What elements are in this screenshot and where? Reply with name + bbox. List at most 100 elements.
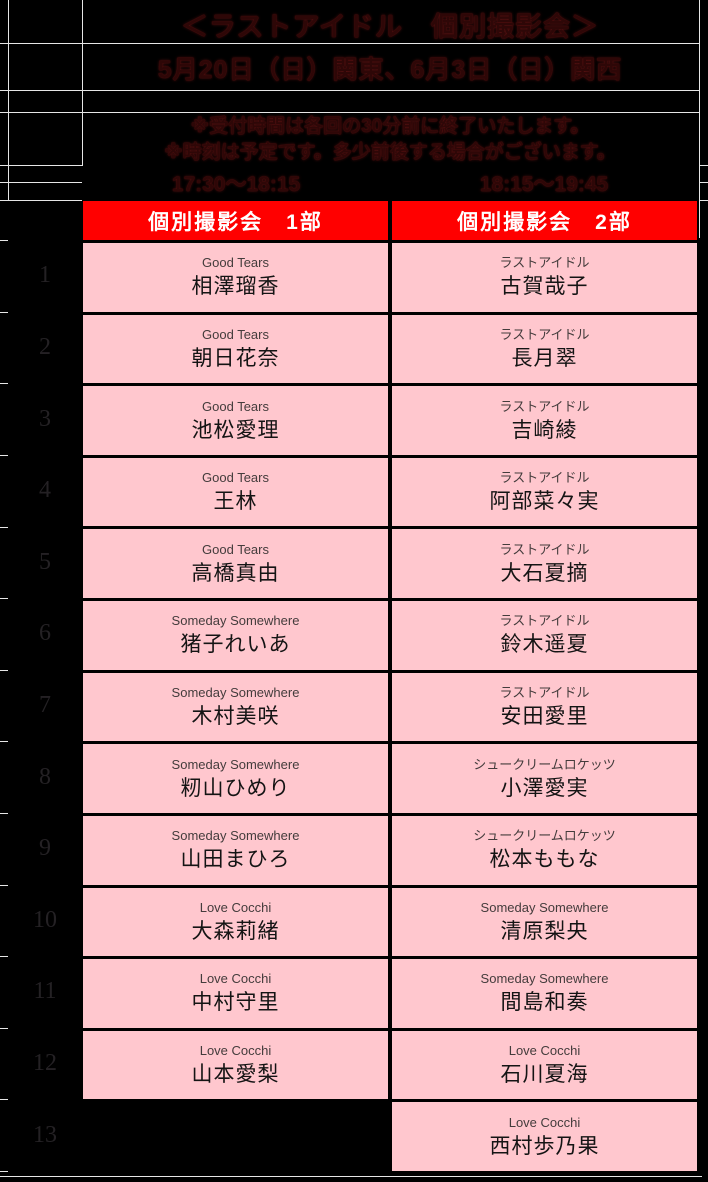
schedule-cell: ラストアイドル安田愛里 xyxy=(392,672,697,742)
member-name: 大森莉緒 xyxy=(191,919,280,943)
member-name: 王林 xyxy=(213,490,258,514)
group-label: Someday Somewhere xyxy=(171,756,300,772)
schedule-cell: Good Tears 高橋真由 xyxy=(83,529,388,599)
member-name: 石川夏海 xyxy=(500,1063,589,1087)
grid-line-bottom xyxy=(0,1176,702,1177)
member-name: 山本愛梨 xyxy=(191,1063,280,1087)
row-number: 13 xyxy=(33,1121,57,1148)
part1-header: 個別撮影会 1部 xyxy=(83,201,388,240)
grid-line-vertical xyxy=(82,0,83,166)
row-number: 7 xyxy=(39,691,51,718)
member-name: 阿部菜々実 xyxy=(489,490,600,514)
row-tick xyxy=(0,311,8,313)
note-line-1: ※受付時間は各回の30分前に終了いたします。 xyxy=(190,116,590,137)
row-number: 10 xyxy=(33,906,57,933)
grid-line xyxy=(0,182,82,183)
member-name: 大石夏摘 xyxy=(500,561,589,585)
member-name: 朝日花奈 xyxy=(191,346,280,370)
member-name: 安田愛里 xyxy=(500,704,589,728)
row-number: 8 xyxy=(39,763,51,790)
member-name: 鈴木遥夏 xyxy=(500,633,589,657)
grid-line xyxy=(0,165,82,166)
row-number: 6 xyxy=(39,620,51,647)
group-label: ラストアイドル xyxy=(499,255,590,271)
row-number: 5 xyxy=(39,548,51,575)
group-label: Someday Somewhere xyxy=(171,684,300,700)
schedule-cell: シュークリームロケッツ 小澤愛実 xyxy=(392,744,697,813)
group-label: Love Cocchi xyxy=(508,1114,581,1130)
row-tick xyxy=(0,598,8,600)
row-tick xyxy=(0,956,8,958)
group-label: Good Tears xyxy=(202,398,269,414)
member-name: 中村守里 xyxy=(191,991,280,1015)
schedule-cell: Good Tears 朝日花奈 xyxy=(83,314,388,384)
schedule-cell-empty xyxy=(83,1102,388,1171)
event-notes: ※受付時間は各回の30分前に終了いたします。 ※時刻は予定です。多少前後する場合… xyxy=(83,114,697,166)
schedule-grid: Good Tears 相澤瑠香 ラストアイドル 古賀哉子 Good Tears 朝日花奈ラ… xyxy=(83,243,697,1171)
schedule-cell: ラストアイドル大石夏摘 xyxy=(392,529,697,599)
schedule-cell: Love Cocchi 西村歩乃果 xyxy=(392,1102,697,1171)
row-tick xyxy=(0,1171,8,1172)
row-number: 2 xyxy=(39,333,51,360)
schedule-cell: Love Cocchi 大森莉緒 xyxy=(83,887,388,957)
schedule-cell: ラストアイドル阿部菜々実 xyxy=(392,457,697,527)
group-label: ラストアイドル xyxy=(499,684,590,700)
part2-header: 個別撮影会 2部 xyxy=(392,201,697,240)
row-tick xyxy=(0,1027,8,1029)
member-name: 木村美咲 xyxy=(191,704,280,728)
grid-line xyxy=(0,112,699,113)
schedule-cell: Someday Somewhere 清原梨央 xyxy=(392,887,697,957)
group-label: ラストアイドル xyxy=(499,541,590,557)
row-tick xyxy=(0,741,8,743)
group-label: ラストアイドル xyxy=(499,613,590,629)
row-tick xyxy=(0,884,8,886)
member-name: 古賀哉子 xyxy=(500,275,589,299)
schedule-cell: Good Tears 相澤瑠香 xyxy=(83,243,388,312)
row-number: 1 xyxy=(39,262,51,289)
grid-line xyxy=(0,43,699,44)
row-tick xyxy=(0,1099,8,1101)
row-number: 12 xyxy=(33,1050,57,1076)
note-line-2: ※時刻は予定です。多少前後する場合がございます。 xyxy=(164,142,616,163)
member-name: 清原梨央 xyxy=(500,919,589,943)
event-dates: 5月20日（日）関東、6月3日（日）関西 xyxy=(157,56,623,84)
time-slot-part1: 17:30～18:15 xyxy=(171,173,301,196)
group-label: Someday Somewhere xyxy=(171,613,300,629)
member-name: 猪子れいあ xyxy=(180,633,291,657)
row-number: 11 xyxy=(33,978,57,1005)
grid-line xyxy=(699,182,708,183)
row-tick xyxy=(0,526,8,528)
schedule-cell: Good Tears 池松愛理 xyxy=(83,386,388,455)
member-name: 吉崎綾 xyxy=(511,418,578,442)
grid-line xyxy=(699,200,708,201)
schedule-cell: Someday Somewhere 山田まひろ xyxy=(83,815,388,885)
schedule-cell: Someday Somewhere 猪子れいあ xyxy=(83,601,388,670)
group-label: ラストアイドル xyxy=(499,470,590,486)
schedule-cell: Love Cocchi 山本愛梨 xyxy=(83,1030,388,1100)
row-number: 3 xyxy=(39,405,51,432)
schedule-cell: シュークリームロケッツ 松本ももな xyxy=(392,815,697,885)
row-number: 4 xyxy=(39,477,51,504)
member-name: 相澤瑠香 xyxy=(191,275,280,299)
group-label: Good Tears xyxy=(202,255,269,271)
group-label: Good Tears xyxy=(202,541,269,557)
row-number: 9 xyxy=(39,835,51,862)
schedule-cell: Love Cocchi 中村守里 xyxy=(83,959,388,1028)
row-tick xyxy=(0,240,8,241)
schedule-cell: Good Tears 王林 xyxy=(83,457,388,527)
member-name: 西村歩乃果 xyxy=(489,1134,600,1158)
grid-line xyxy=(699,165,708,166)
row-number-column: 1 2 3 4 5 6 7 8 9 10 11 12 13 xyxy=(8,240,82,1171)
group-label: Someday Somewhere xyxy=(480,971,609,987)
grid-line xyxy=(0,90,699,91)
group-label: Love Cocchi xyxy=(508,1043,581,1059)
time-slot-part2: 18:15～19:45 xyxy=(479,173,609,196)
schedule-cell: ラストアイドル 吉崎綾 xyxy=(392,386,697,455)
member-name: 長月翠 xyxy=(511,346,578,370)
member-name: 山田まひろ xyxy=(180,848,291,872)
group-label: ラストアイドル xyxy=(499,326,590,342)
schedule-cell: ラストアイドル長月翠 xyxy=(392,314,697,384)
row-tick xyxy=(0,812,8,814)
group-label: Good Tears xyxy=(202,326,269,342)
